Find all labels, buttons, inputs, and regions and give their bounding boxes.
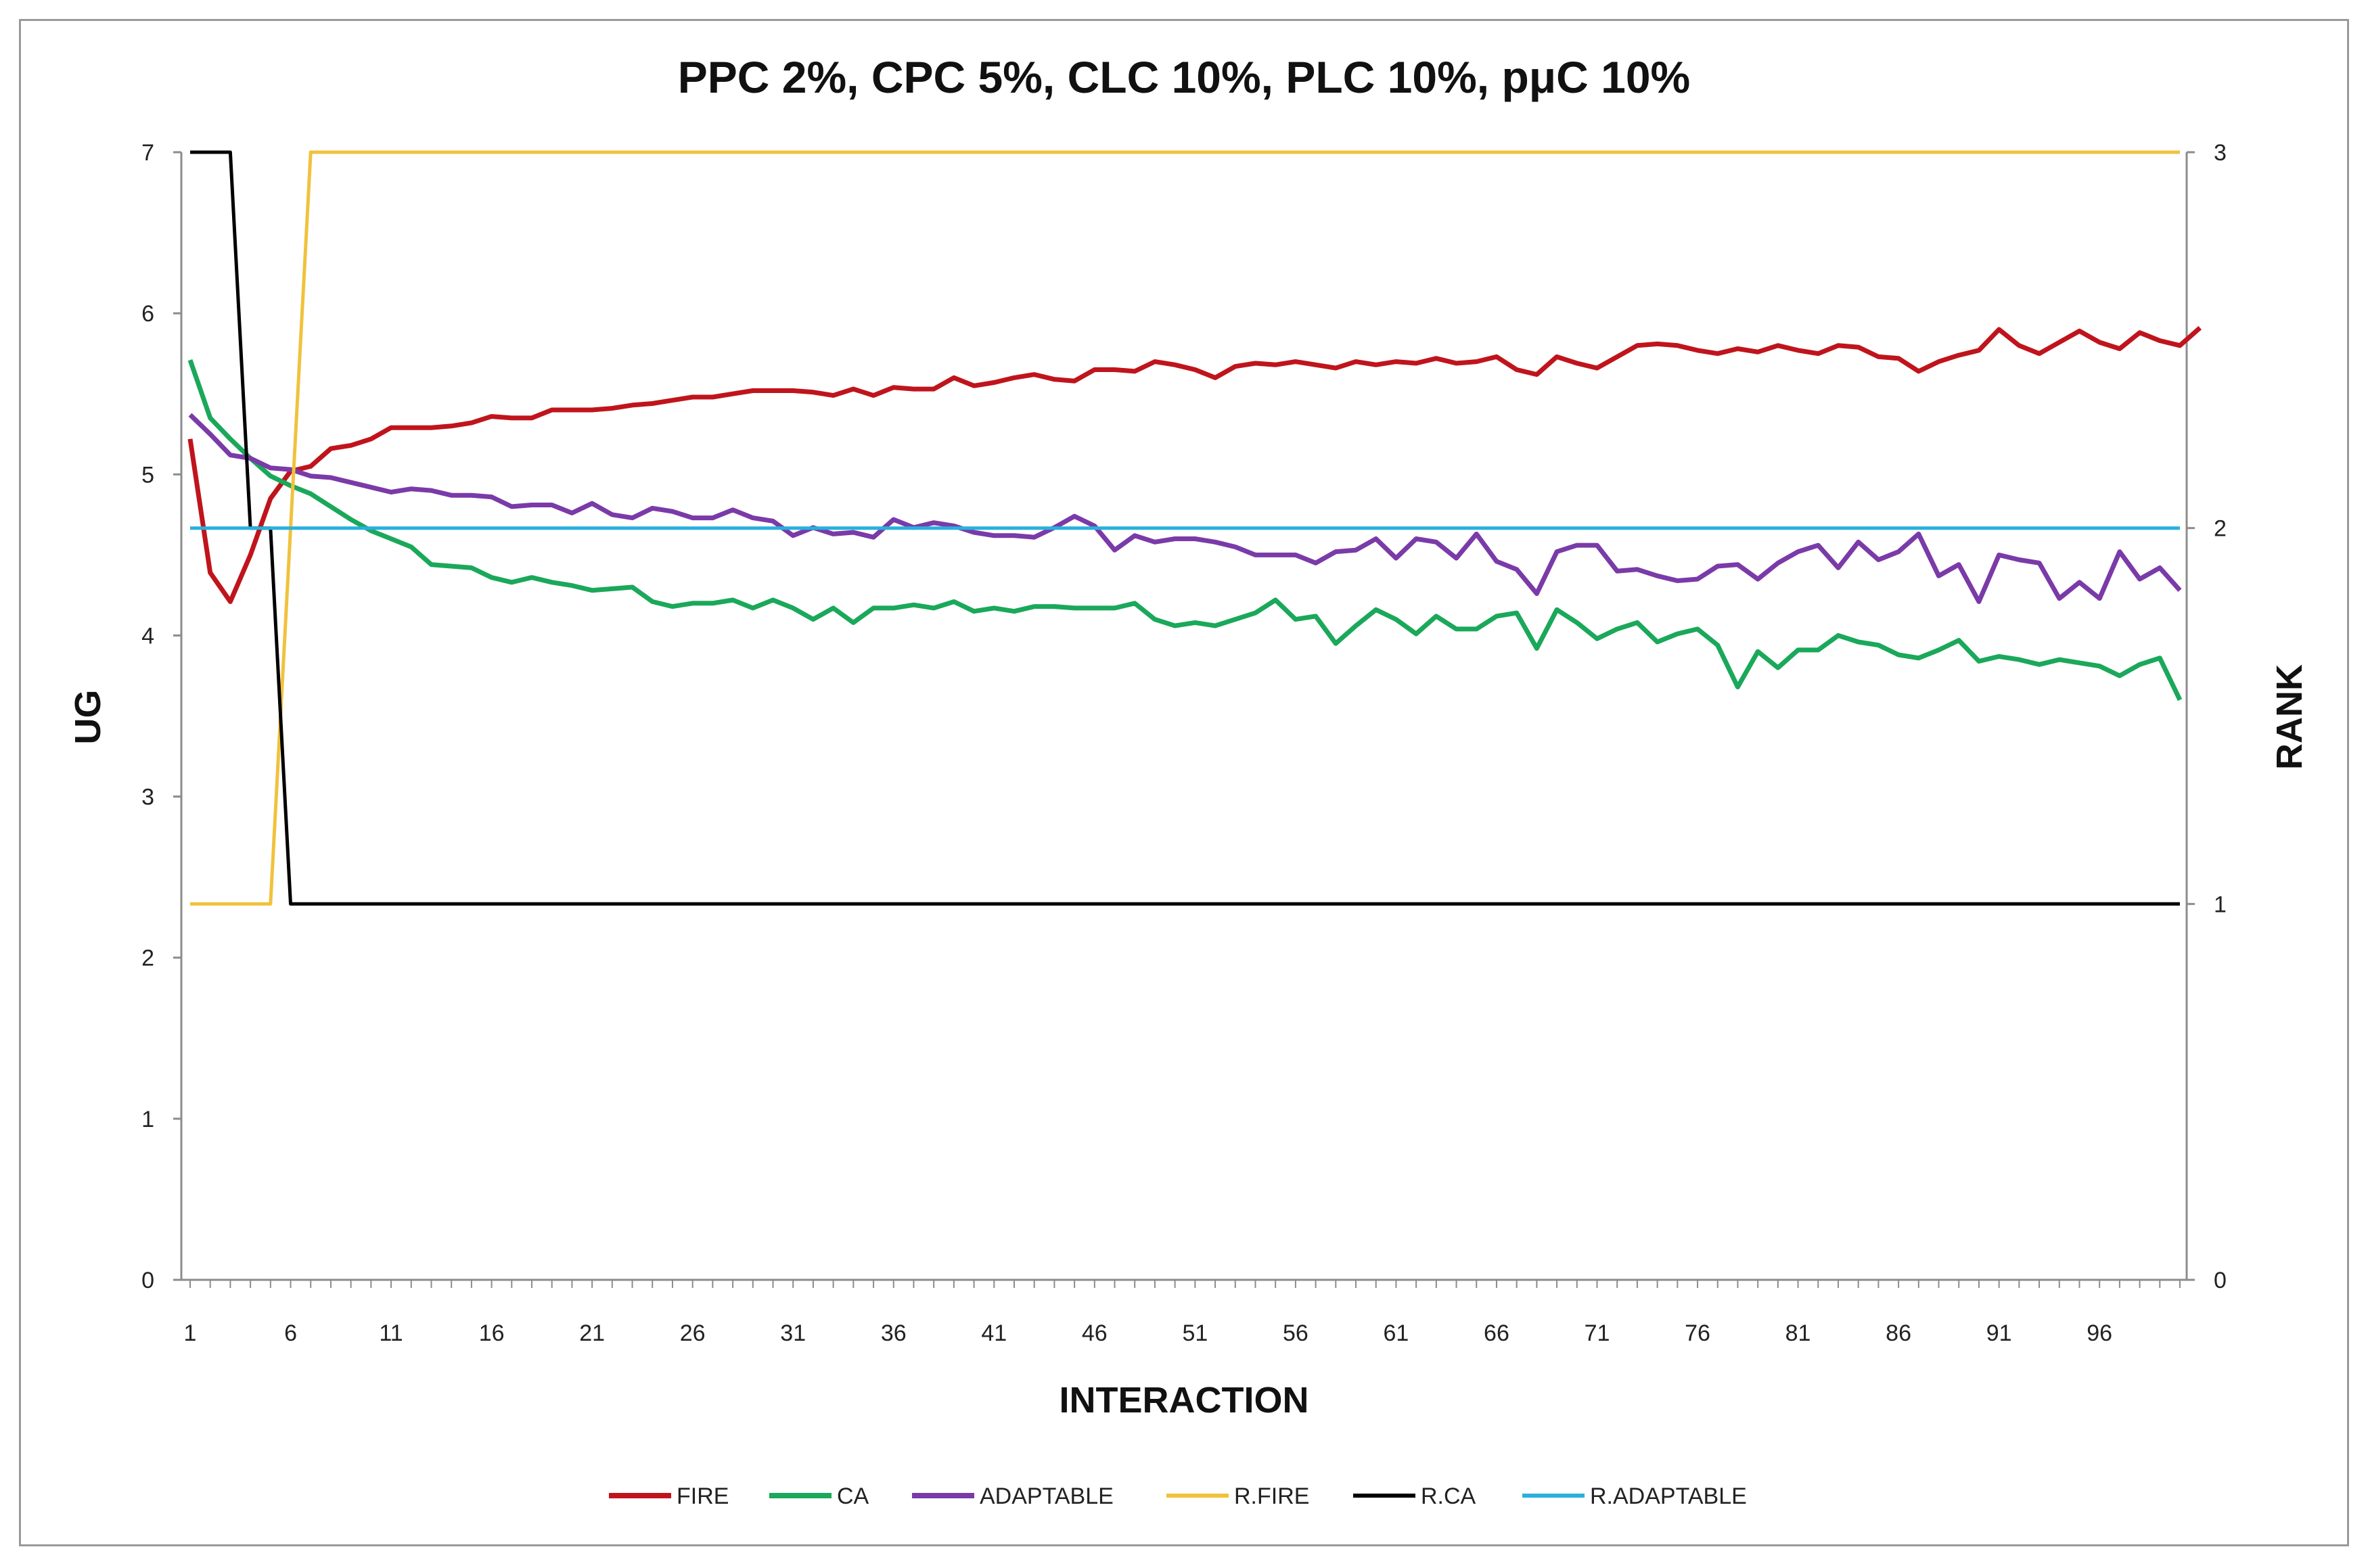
x-tick-label: 81 [1785, 1320, 1811, 1346]
x-tick-label: 96 [2087, 1320, 2112, 1346]
y2-tick-label: 2 [2214, 516, 2227, 542]
y-tick-label: 7 [141, 140, 154, 166]
series-line-r-ca [190, 150, 2180, 906]
x-tick-label: 86 [1886, 1320, 1911, 1346]
x-tick-label: 26 [680, 1320, 706, 1346]
series-lines [187, 150, 2202, 906]
y-tick-label: 1 [141, 1107, 154, 1132]
y-tick-label: 5 [141, 462, 154, 488]
series-line-ca [187, 359, 2183, 701]
x-tick-label: 71 [1585, 1320, 1610, 1346]
chart-frame [19, 19, 2349, 1546]
y-tick-label: 0 [141, 1268, 154, 1293]
chart-title: PPC 2%, CPC 5%, CLC 10%, PLC 10%, pμC 10… [678, 52, 1691, 102]
legend-label-r-adaptable: R.ADAPTABLE [1590, 1483, 1747, 1509]
legend-label-adaptable: ADAPTABLE [980, 1483, 1114, 1509]
x-tick-label: 36 [881, 1320, 907, 1346]
y-axis-title: UG [68, 690, 108, 745]
legend-label-ca: CA [837, 1483, 869, 1509]
x-tick-label: 76 [1685, 1320, 1710, 1346]
legend-label-fire: FIRE [677, 1483, 729, 1509]
y2-tick-label: 3 [2214, 140, 2227, 166]
series-line-adaptable [188, 413, 2182, 604]
x-tick-label: 11 [379, 1320, 403, 1346]
x-tick-label: 16 [479, 1320, 505, 1346]
legend-label-r-fire: R.FIRE [1234, 1483, 1309, 1509]
y2-tick-label: 1 [2214, 892, 2227, 917]
y-tick-label: 2 [141, 946, 154, 971]
y2-axis-title: RANK [2269, 664, 2310, 770]
y-tick-label: 3 [141, 785, 154, 810]
series-line-fire [187, 325, 2202, 604]
series-line-r-fire [190, 150, 2180, 906]
legend: FIRE CA ADAPTABLE R.FIRE R.CA R.ADAPTABLE [609, 1483, 1747, 1509]
x-tick-label: 91 [1986, 1320, 2012, 1346]
x-tick-label: 51 [1182, 1320, 1208, 1346]
y-tick-label: 6 [141, 301, 154, 327]
y-tick-label: 4 [141, 623, 154, 649]
x-tick-label: 46 [1082, 1320, 1108, 1346]
x-tick-label: 6 [284, 1320, 297, 1346]
x-tick-label: 61 [1384, 1320, 1409, 1346]
x-tick-label: 21 [579, 1320, 605, 1346]
x-tick-label: 41 [981, 1320, 1007, 1346]
x-tick-label: 1 [184, 1320, 197, 1346]
x-tick-label: 66 [1484, 1320, 1509, 1346]
x-axis-title: INTERACTION [1060, 1380, 1309, 1421]
y2-tick-label: 0 [2214, 1268, 2227, 1293]
legend-label-r-ca: R.CA [1421, 1483, 1476, 1509]
x-tick-label: 56 [1283, 1320, 1308, 1346]
x-tick-label: 31 [780, 1320, 806, 1346]
